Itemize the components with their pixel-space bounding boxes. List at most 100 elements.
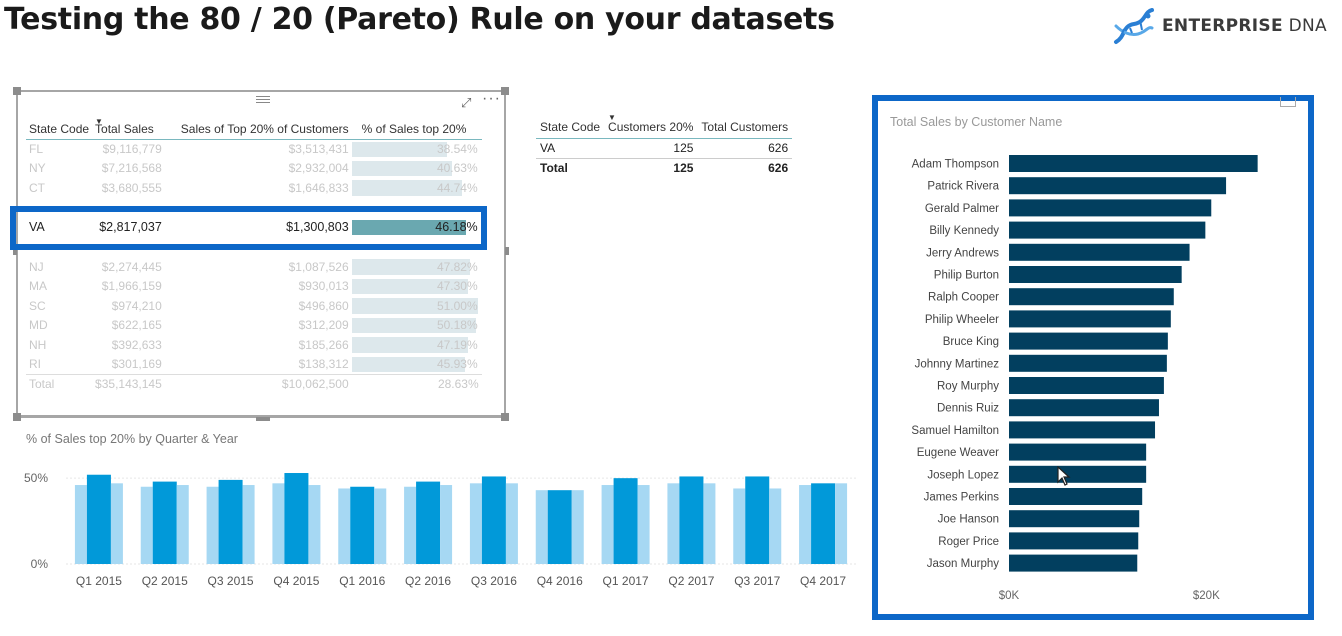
column-bar[interactable] (505, 483, 518, 564)
column-bar[interactable] (571, 490, 584, 564)
customer-bar[interactable] (1009, 266, 1182, 283)
column-bar[interactable] (799, 485, 812, 564)
resize-handle[interactable] (256, 417, 270, 421)
customer-bar[interactable] (1009, 332, 1168, 350)
column-bar[interactable] (481, 476, 506, 564)
column-bar[interactable] (733, 488, 746, 564)
column-bar[interactable] (440, 485, 453, 564)
column-bar[interactable] (769, 488, 782, 564)
table-row-selected[interactable]: VA $2,817,037 $1,300,803 46.18% (26, 218, 482, 238)
column-header-pct-top20[interactable]: % of Sales top 20% (351, 117, 482, 140)
state-sales-table: State Code Total Sales ▼ Sales of Top 20%… (26, 117, 482, 394)
customer-sales-bar-visual[interactable]: Total Sales by Customer Name Adam Thomps… (872, 95, 1314, 620)
column-bar[interactable] (176, 485, 189, 564)
column-bar[interactable] (350, 486, 375, 564)
table-row[interactable]: NJ $2,274,445 $1,087,526 47.82% (26, 257, 482, 277)
column-chart-title: % of Sales top 20% by Quarter & Year (26, 432, 238, 446)
column-bar[interactable] (703, 483, 716, 564)
quarterly-column-chart[interactable]: 50% 0% Q1 2015 Q2 2015 Q3 2015 Q4 2015 Q1 2016… (16, 455, 866, 595)
column-bar[interactable] (308, 485, 321, 564)
x-tick-label: Q1 2015 (76, 574, 122, 588)
data-bar (351, 278, 469, 294)
column-header-top20-sales[interactable]: Sales of Top 20% of Customers (164, 117, 352, 140)
column-bar[interactable] (416, 481, 441, 564)
customer-bar[interactable] (1009, 377, 1164, 394)
resize-handle[interactable] (501, 87, 509, 95)
customer-bar[interactable] (1009, 310, 1171, 328)
column-bar[interactable] (637, 485, 650, 564)
table-row[interactable]: MA $1,966,159 $930,013 47.30% (26, 277, 482, 297)
column-bar[interactable] (601, 485, 614, 564)
table-row[interactable]: NY $7,216,568 $2,932,004 40.63% (26, 159, 482, 179)
column-bar[interactable] (404, 486, 417, 564)
customer-bar[interactable] (1009, 288, 1174, 306)
table-row[interactable]: RI $301,169 $138,312 45.93% (26, 355, 482, 375)
column-bar[interactable] (469, 483, 482, 564)
column-bar[interactable] (242, 485, 255, 564)
mouse-cursor-icon (1057, 466, 1071, 486)
column-bar[interactable] (811, 483, 836, 564)
column-bar[interactable] (547, 490, 572, 564)
column-bar[interactable] (74, 485, 87, 564)
customer-bar[interactable] (1009, 399, 1159, 417)
column-bar[interactable] (218, 479, 243, 564)
column-bar[interactable] (110, 483, 123, 564)
customer-bar[interactable] (1009, 354, 1167, 372)
column-bar[interactable] (152, 481, 177, 564)
customer-bar[interactable] (1009, 532, 1139, 550)
column-bar[interactable] (667, 483, 680, 564)
customer-bar[interactable] (1009, 221, 1206, 239)
column-bar[interactable] (835, 483, 848, 564)
customer-bar[interactable] (1009, 465, 1147, 483)
customer-bar[interactable] (1009, 243, 1190, 261)
customer-sales-bar-chart[interactable]: Adam Thompson Patrick Rivera Gerald Palmer… (878, 101, 1308, 614)
column-bar[interactable] (206, 486, 219, 564)
cell-total-sales: $7,216,568 (101, 161, 162, 176)
category-label: Eugene Weaver (917, 447, 999, 459)
focus-mode-icon[interactable]: ⤢ (461, 95, 472, 110)
column-header-customers-20[interactable]: Customers 20% ▼ (604, 113, 698, 139)
table-row[interactable]: MD $622,165 $312,209 50.18% (26, 316, 482, 336)
column-bar[interactable] (374, 488, 387, 564)
column-bar[interactable] (284, 473, 309, 564)
cell-state: NJ (29, 259, 44, 274)
column-bar[interactable] (272, 483, 285, 564)
column-bar[interactable] (140, 486, 153, 564)
column-header-state-code[interactable]: State Code (26, 117, 93, 140)
table-row[interactable]: SC $974,210 $496,860 51.00% (26, 296, 482, 316)
cell-pct-top20: 45.93% (351, 355, 482, 375)
table-row[interactable]: FL $9,116,779 $3,513,431 38.54% (26, 139, 482, 159)
resize-handle[interactable] (13, 87, 21, 95)
drag-grip-icon[interactable] (256, 96, 270, 103)
column-header-total-sales[interactable]: Total Sales ▼ (92, 117, 165, 140)
table-row[interactable]: VA 125 626 (536, 138, 792, 158)
customer-bar[interactable] (1009, 510, 1140, 528)
category-label: Ralph Cooper (928, 292, 999, 304)
customer-bar[interactable] (1009, 199, 1212, 217)
column-bar[interactable] (679, 476, 704, 564)
more-options-icon[interactable]: ··· (482, 90, 501, 107)
x-tick-label: Q3 2016 (471, 574, 517, 588)
customer-bar[interactable] (1009, 554, 1138, 572)
column-bar[interactable] (613, 478, 638, 564)
column-header-state-code[interactable]: State Code (536, 113, 605, 139)
customer-bar[interactable] (1009, 488, 1143, 505)
category-label: Roger Price (938, 536, 999, 548)
resize-handle[interactable] (505, 247, 509, 255)
focus-mode-icon[interactable] (1280, 97, 1296, 107)
column-header-total-customers[interactable]: Total Customers (697, 113, 793, 139)
column-bar[interactable] (745, 476, 770, 564)
column-bar[interactable] (86, 474, 111, 564)
resize-handle[interactable] (501, 413, 509, 421)
resize-handle[interactable] (13, 247, 17, 255)
column-bar[interactable] (535, 490, 548, 564)
state-sales-table-visual[interactable]: ⤢ ··· State Code Total Sales ▼ Sales of T… (13, 87, 509, 421)
column-bar[interactable] (338, 488, 351, 564)
table-row[interactable]: NH $392,633 $185,266 47.19% (26, 335, 482, 355)
customer-bar[interactable] (1009, 443, 1147, 461)
customer-bar[interactable] (1009, 421, 1156, 439)
customer-bar[interactable] (1009, 155, 1258, 172)
table-row[interactable]: CT $3,680,555 $1,646,833 44.74% (26, 178, 482, 198)
customer-bar[interactable] (1009, 177, 1227, 195)
resize-handle[interactable] (13, 413, 21, 421)
